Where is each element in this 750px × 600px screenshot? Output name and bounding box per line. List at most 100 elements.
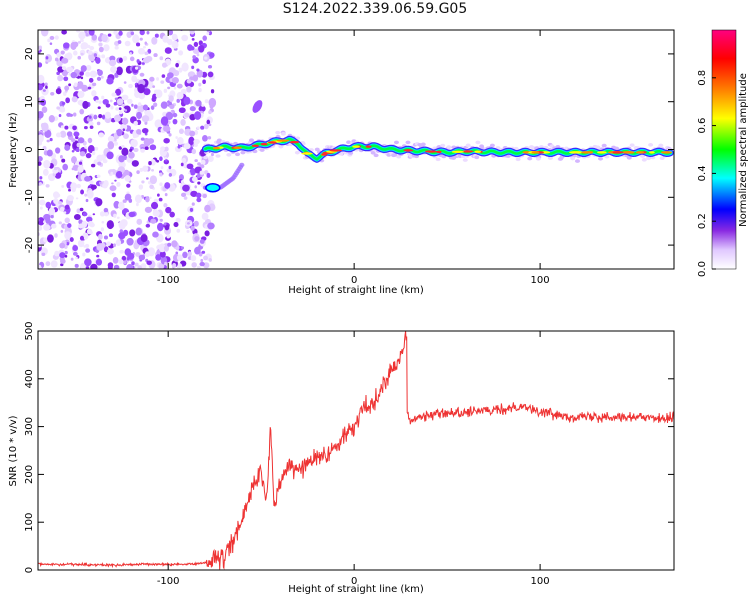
noise-speckle xyxy=(176,91,184,100)
noise-speckle xyxy=(85,71,91,77)
trace-halo xyxy=(440,143,446,148)
noise-speckle xyxy=(203,255,208,261)
noise-speckle xyxy=(149,184,154,189)
noise-speckle xyxy=(72,125,77,131)
noise-speckle xyxy=(43,224,51,231)
noise-speckle xyxy=(102,183,108,189)
noise-speckle xyxy=(71,96,78,103)
noise-speckle xyxy=(90,184,97,190)
noise-speckle xyxy=(106,151,114,160)
noise-speckle xyxy=(113,101,118,106)
noise-speckle xyxy=(82,212,88,217)
noise-speckle xyxy=(195,192,202,199)
noise-speckle xyxy=(75,256,78,260)
noise-speckle xyxy=(92,213,96,216)
noise-speckle xyxy=(64,204,70,210)
noise-speckle xyxy=(207,71,214,78)
noise-speckle xyxy=(192,48,200,55)
trace-halo xyxy=(248,138,254,142)
noise-speckle xyxy=(87,145,95,154)
noise-speckle xyxy=(93,53,98,57)
noise-speckle xyxy=(60,50,65,55)
noise-speckle xyxy=(208,155,214,162)
trace-hotspot xyxy=(581,151,592,154)
noise-speckle xyxy=(189,207,194,212)
noise-speckle xyxy=(169,103,175,110)
noise-speckle xyxy=(39,199,46,206)
noise-speckle xyxy=(40,30,49,37)
trace-halo xyxy=(641,158,647,162)
noise-speckle xyxy=(85,248,91,253)
trace-hotspot xyxy=(451,150,464,154)
noise-speckle xyxy=(123,81,127,84)
noise-speckle xyxy=(183,143,191,150)
noise-speckle xyxy=(210,89,215,94)
noise-speckle xyxy=(83,245,87,248)
trace-halo xyxy=(393,140,399,145)
noise-speckle xyxy=(93,114,98,120)
colorbar-tick-label: 0.6 xyxy=(697,118,708,134)
noise-speckle xyxy=(130,31,135,36)
noise-speckle xyxy=(115,170,123,179)
trace-hotspot xyxy=(621,151,634,154)
noise-speckle xyxy=(38,264,42,269)
trace-hotspot xyxy=(612,151,624,154)
snr-y-tick-label: 400 xyxy=(24,369,35,388)
noise-speckle xyxy=(38,156,43,162)
noise-speckle xyxy=(88,77,94,83)
noise-speckle xyxy=(144,109,152,117)
snr-y-label: SNR (10 * v/v) xyxy=(8,415,19,486)
noise-speckle xyxy=(199,261,205,267)
trace-halo xyxy=(646,156,652,161)
noise-speckle xyxy=(145,196,150,203)
noise-speckle xyxy=(209,52,215,58)
trace-halo xyxy=(598,156,604,161)
trace-hotspot xyxy=(635,151,645,154)
noise-speckle xyxy=(164,146,169,152)
noise-speckle xyxy=(39,176,43,180)
trace-hotspot xyxy=(321,153,328,156)
noise-speckle xyxy=(121,94,129,101)
noise-speckle xyxy=(122,55,128,61)
noise-speckle xyxy=(129,52,132,55)
noise-speckle xyxy=(149,76,155,82)
noise-speckle xyxy=(64,85,70,91)
trace-halo xyxy=(216,138,222,143)
noise-speckle xyxy=(103,44,110,52)
trace-hotspot xyxy=(251,144,259,147)
noise-speckle xyxy=(182,184,190,192)
noise-speckle xyxy=(118,110,123,115)
noise-speckle xyxy=(163,137,170,144)
noise-speckle xyxy=(175,136,178,139)
noise-speckle xyxy=(77,81,84,89)
noise-speckle xyxy=(48,114,55,123)
noise-speckle xyxy=(60,263,64,267)
noise-speckle xyxy=(127,252,135,260)
trace-halo xyxy=(275,130,281,135)
noise-speckle xyxy=(59,252,66,259)
noise-speckle xyxy=(118,146,123,150)
snr-y-tick-label: 0 xyxy=(24,567,35,573)
trace-halo xyxy=(462,158,468,162)
noise-speckle xyxy=(107,135,115,143)
noise-speckle xyxy=(192,55,197,59)
noise-speckle xyxy=(108,59,117,67)
noise-speckle xyxy=(69,237,74,243)
faint-branch-point xyxy=(239,162,245,168)
noise-speckle xyxy=(87,137,93,144)
noise-speckle xyxy=(61,30,67,35)
noise-speckle xyxy=(61,184,65,188)
noise-speckle xyxy=(120,219,128,228)
noise-speckle xyxy=(58,201,63,205)
noise-speckle xyxy=(138,254,146,261)
trace-halo xyxy=(373,153,379,158)
noise-speckle xyxy=(97,161,102,166)
snr-x-label: Height of straight line (km) xyxy=(288,584,424,595)
noise-speckle xyxy=(169,211,175,218)
noise-speckle xyxy=(56,106,61,110)
noise-speckle xyxy=(139,37,143,41)
noise-speckle xyxy=(138,184,144,190)
trace-hotspot xyxy=(461,150,474,153)
noise-speckle xyxy=(161,74,166,78)
noise-speckle xyxy=(151,168,155,172)
